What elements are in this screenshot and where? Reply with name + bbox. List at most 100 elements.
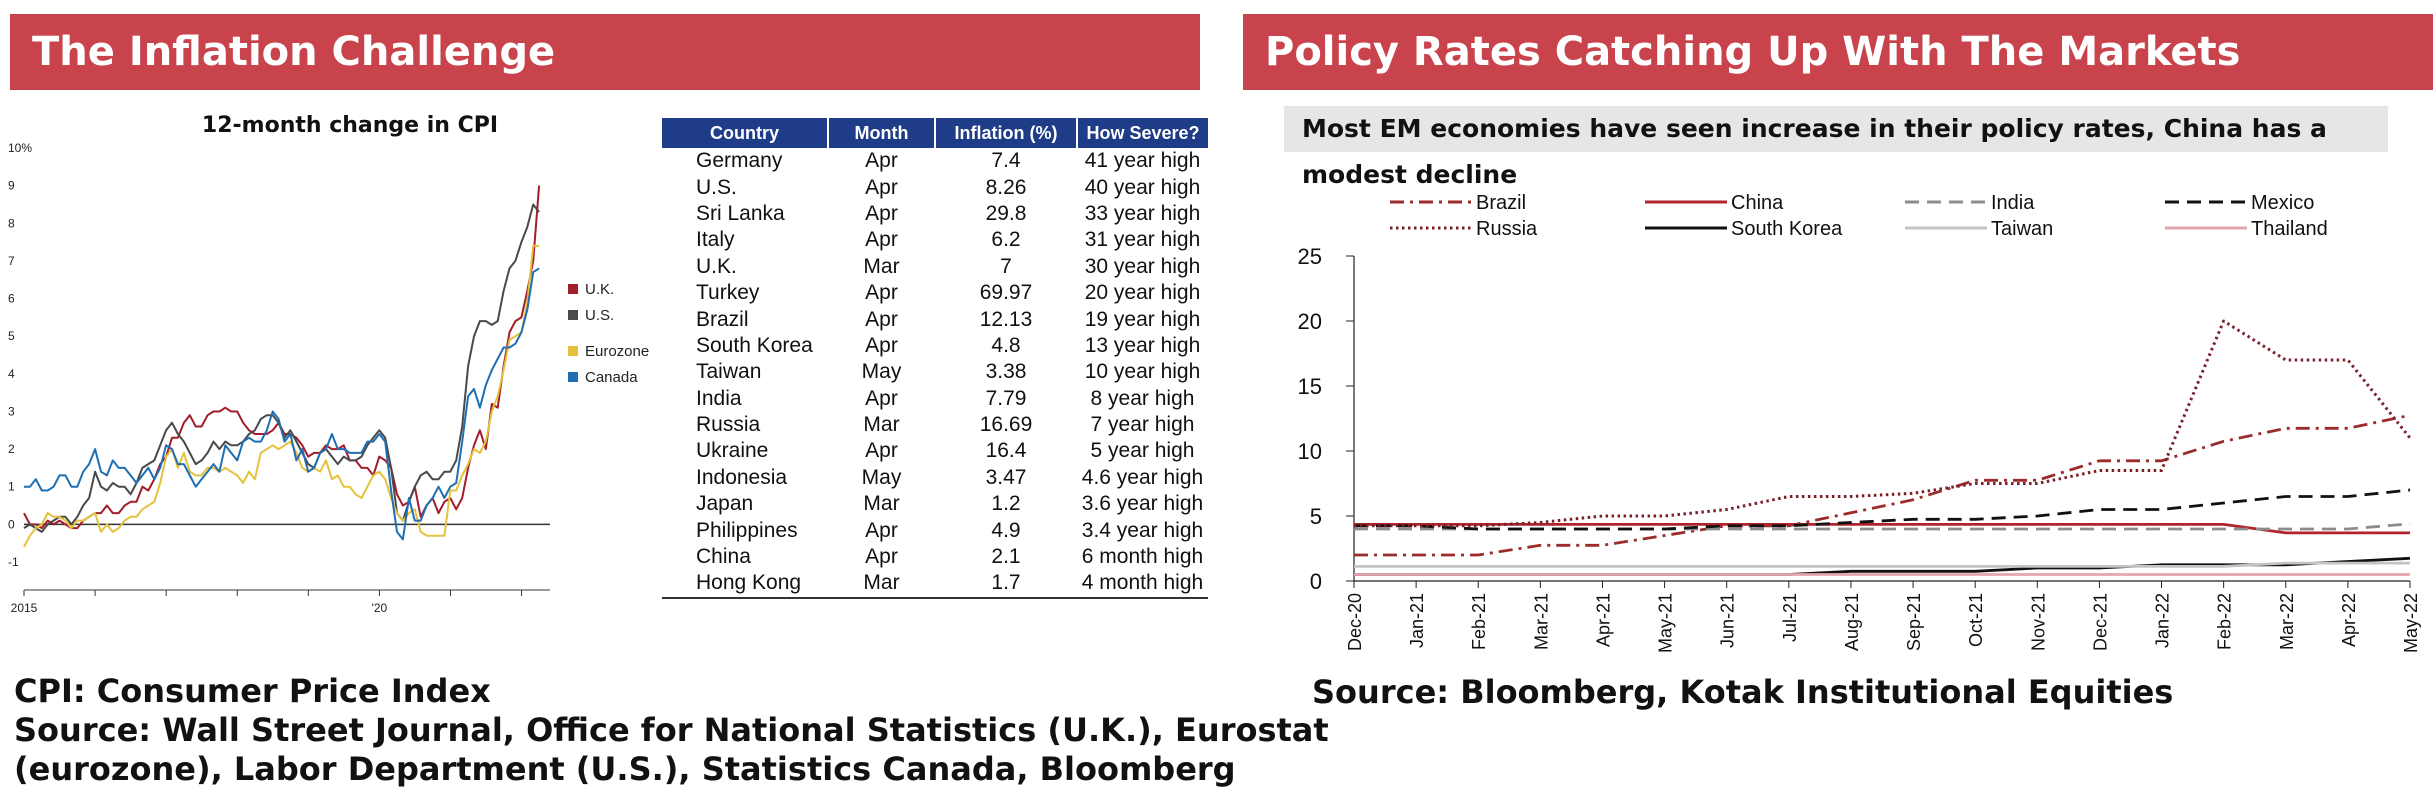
table-row: Italy Apr 6.2 31 year high <box>662 227 1208 253</box>
right-panel-header: Policy Rates Catching Up With The Market… <box>1243 14 2433 90</box>
y-tick-label: 6 <box>8 292 15 306</box>
inflation-table: Country Month Inflation (%) How Severe? Ger… <box>662 118 1208 599</box>
series-line <box>1354 561 2410 568</box>
table-cell: 3.6 year high <box>1081 492 1204 516</box>
table-cell: Apr <box>865 439 898 463</box>
y-tick-label: 8 <box>8 216 15 230</box>
table-cell: 4 month high <box>1077 570 1208 599</box>
legend-label: Russia <box>1476 218 1538 240</box>
table-row: China Apr 2.1 6 month high <box>662 544 1208 570</box>
table-cell: 12.13 <box>979 307 1033 331</box>
legend-label: U.S. <box>585 307 614 324</box>
x-tick-label: Jan-21 <box>1407 593 1427 648</box>
y-tick-label: 25 <box>1298 244 1322 269</box>
table-cell: 4.6 year high <box>1081 465 1204 489</box>
legend-label: South Korea <box>1731 218 1843 240</box>
series-line <box>1354 413 2411 557</box>
footnote-line: CPI: Consumer Price Index <box>14 672 491 710</box>
policy-rates-chart: 0 5 10 15 20 25 Dec-20 Jan-21 Feb-21 Mar-21 Apr-21… <box>1298 192 2421 653</box>
y-tick-label: 9 <box>8 179 15 193</box>
table-cell: 40 year high <box>1084 175 1201 199</box>
right-source: Source: Bloomberg, Kotak Institutional E… <box>1312 673 2174 711</box>
table-row: India Apr 7.79 8 year high <box>662 386 1208 412</box>
x-tick-label: '20 <box>372 601 388 615</box>
x-tick-label: Jul-21 <box>1780 593 1800 642</box>
series-line <box>24 267 540 541</box>
table-cell: Hong Kong <box>662 570 828 599</box>
table-row: Japan Mar 1.2 3.6 year high <box>662 491 1208 517</box>
table-cell: May <box>861 360 902 384</box>
table-cell: 1.7 <box>935 570 1077 599</box>
x-tick-label: 2015 <box>11 601 38 615</box>
table-cell: Russia <box>696 413 761 437</box>
table-cell: Apr <box>865 281 898 305</box>
table-cell: U.S. <box>696 175 737 199</box>
table-cell: Turkey <box>696 281 760 305</box>
table-row: Indonesia May 3.47 4.6 year high <box>662 465 1208 491</box>
x-tick-label: Feb-21 <box>1469 593 1489 650</box>
y-tick-label: 2 <box>8 442 15 456</box>
table-cell: Ukraine <box>696 439 769 463</box>
table-cell: Mar <box>828 570 935 599</box>
table-row: Turkey Apr 69.97 20 year high <box>662 280 1208 306</box>
legend-swatch <box>568 284 578 294</box>
table-cell: India <box>696 386 742 410</box>
table-cell: 8.26 <box>985 175 1027 199</box>
table-row: Hong Kong Mar 1.7 4 month high <box>662 570 1208 599</box>
table-cell: 29.8 <box>985 201 1027 225</box>
table-cell: Apr <box>865 307 898 331</box>
left-footnote: CPI: Consumer Price Index Source: Wall S… <box>14 672 1329 789</box>
series-line <box>23 203 540 533</box>
table-cell: Apr <box>865 545 898 569</box>
table-cell: 7 year high <box>1090 413 1195 437</box>
table-cell: Mar <box>863 492 900 516</box>
column-header: How Severe? <box>1076 118 1208 148</box>
x-tick-label: Apr-21 <box>1593 593 1613 647</box>
y-tick-label: 3 <box>8 404 15 418</box>
table-cell: 31 year high <box>1084 228 1201 252</box>
left-panel-header: The Inflation Challenge <box>10 14 1200 90</box>
legend-swatch <box>568 372 578 382</box>
x-tick-label: Apr-22 <box>2339 593 2359 647</box>
table-header-row: Country Month Inflation (%) How Severe? <box>662 118 1208 148</box>
table-row: South Korea Apr 4.8 13 year high <box>662 333 1208 359</box>
table-row: Sri Lanka Apr 29.8 33 year high <box>662 201 1208 227</box>
table-cell: 7.4 <box>991 149 1021 173</box>
column-header: Country <box>662 118 828 148</box>
table-cell: Mar <box>863 413 900 437</box>
table-cell: 20 year high <box>1084 281 1201 305</box>
legend-label: China <box>1731 192 1784 214</box>
table-cell: China <box>696 545 751 569</box>
x-tick-label: Mar-22 <box>2277 593 2297 650</box>
legend-label: Thailand <box>2251 218 2328 240</box>
x-tick-label: Jun-21 <box>1718 593 1738 648</box>
table-cell: 1.2 <box>991 492 1021 516</box>
series-line <box>23 244 540 548</box>
table-cell: 69.97 <box>979 281 1033 305</box>
x-tick-label: Mar-21 <box>1531 593 1551 650</box>
y-tick-label: 1 <box>8 480 15 494</box>
table-cell: 33 year high <box>1084 201 1201 225</box>
rates-subtitle: Most EM economies have seen increase in … <box>1284 106 2388 189</box>
footnote-line: Source: Wall Street Journal, Office for … <box>14 711 1329 749</box>
table-row: Russia Mar 16.69 7 year high <box>662 412 1208 438</box>
table-cell: 7 <box>1000 254 1012 278</box>
footnote-line: (eurozone), Labor Department (U.S.), Sta… <box>14 750 1236 788</box>
y-tick-label: 7 <box>8 254 15 268</box>
table-cell: 10 year high <box>1084 360 1201 384</box>
table-cell: 7.79 <box>985 386 1027 410</box>
y-tick-label: 0 <box>1310 569 1322 594</box>
table-cell: Apr <box>865 228 898 252</box>
legend-label: India <box>1991 192 2035 214</box>
table-cell: Taiwan <box>696 360 762 384</box>
x-tick-label: Feb-22 <box>2215 593 2235 650</box>
x-tick-label: Oct-21 <box>1966 593 1986 647</box>
table-cell: 41 year high <box>1084 149 1201 173</box>
table-cell: Apr <box>865 333 898 357</box>
x-tick-label: May-21 <box>1656 593 1676 653</box>
table-cell: U.K. <box>696 254 737 278</box>
legend-label: Mexico <box>2251 192 2314 214</box>
y-tick-label: 0 <box>8 517 15 531</box>
table-cell: Apr <box>865 518 898 542</box>
table-cell: Japan <box>696 492 754 516</box>
